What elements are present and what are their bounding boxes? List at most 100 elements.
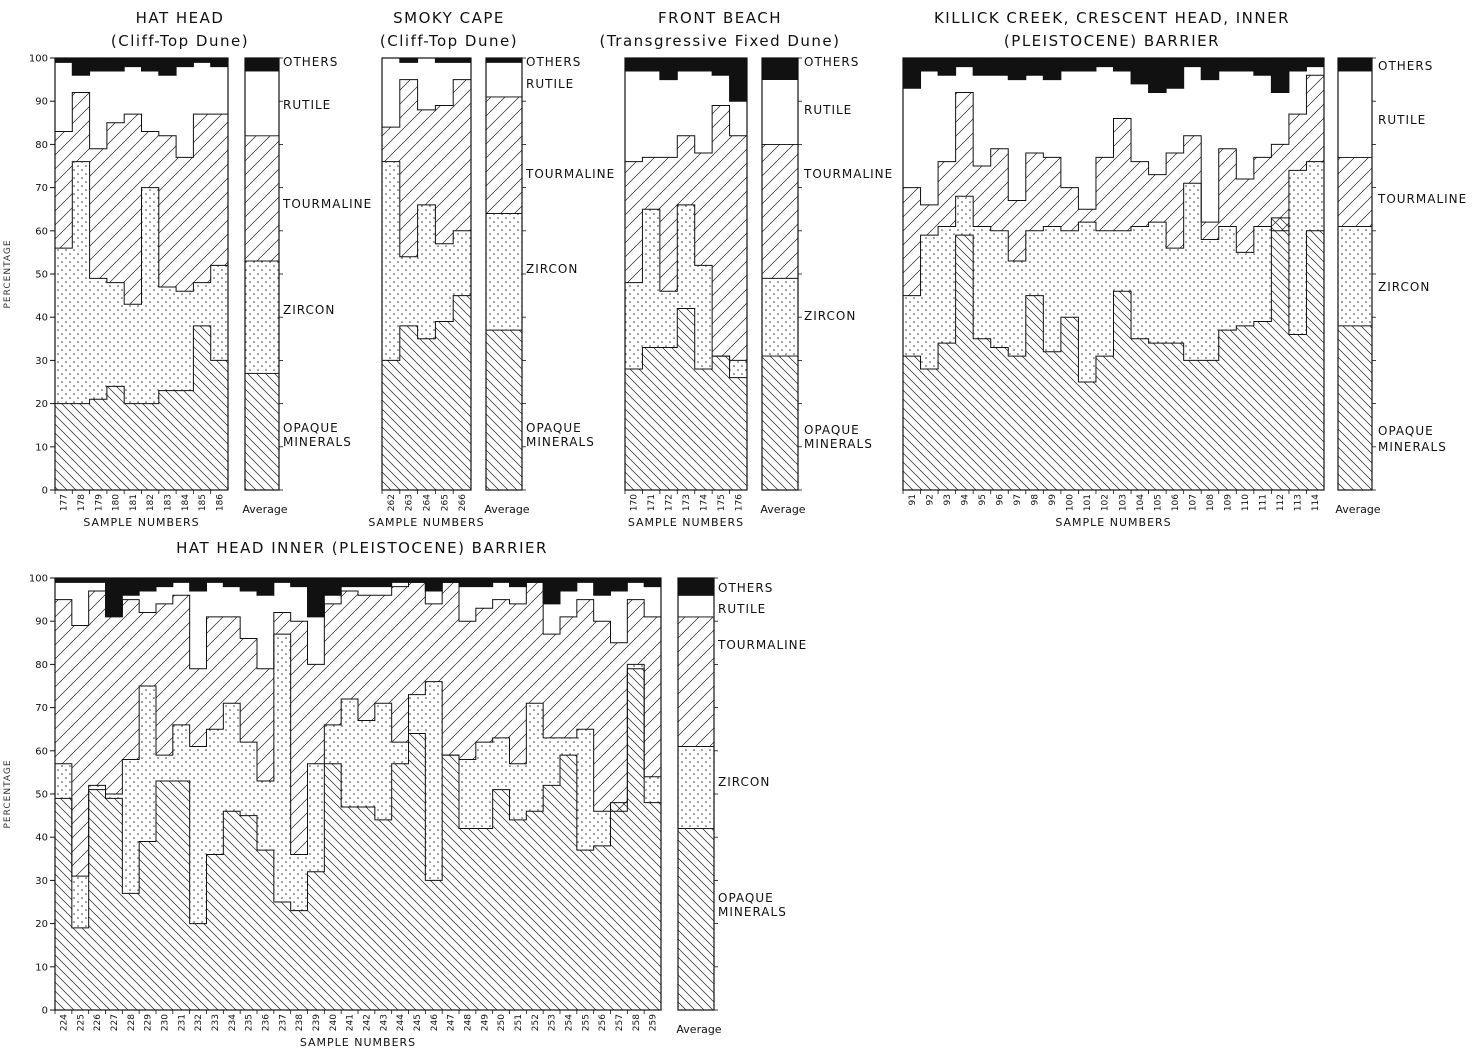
boundary-zircon xyxy=(55,633,661,877)
bar-rutile-106 xyxy=(1166,88,1185,154)
average-zircon xyxy=(485,213,523,331)
bar-opaque-228 xyxy=(122,893,140,1010)
bar-rutile-182 xyxy=(141,70,160,132)
bar-others-104 xyxy=(1131,58,1149,84)
bar-opaque-250 xyxy=(492,789,510,1010)
average-zircon xyxy=(1337,226,1373,327)
average-others xyxy=(761,57,799,81)
bar-zircon-235 xyxy=(240,742,258,816)
bar-tourmaline-258 xyxy=(627,599,645,665)
sample-label: 235 xyxy=(245,1014,255,1031)
boundary-zircon xyxy=(903,161,1324,297)
bar-zircon-178 xyxy=(72,161,90,404)
bar-opaque-183 xyxy=(158,390,177,490)
bar-rutile-113 xyxy=(1288,70,1307,115)
average-zircon xyxy=(761,277,799,357)
bar-tourmaline-98 xyxy=(1025,153,1044,231)
legend-opaque-line2: MINERALS xyxy=(804,437,873,451)
legend-tourmaline: TOURMALINE xyxy=(525,167,615,181)
bar-zircon-256 xyxy=(593,811,611,846)
bar-tourmaline-247 xyxy=(442,582,460,756)
bar-opaque-254 xyxy=(560,755,578,1010)
bar-opaque-110 xyxy=(1236,325,1255,490)
bar-opaque-257 xyxy=(610,802,628,1010)
average-others xyxy=(485,57,523,63)
bar-rutile-253 xyxy=(543,603,561,635)
sample-label: 95 xyxy=(978,494,988,505)
bar-zircon-170 xyxy=(625,282,643,370)
bar-zircon-177 xyxy=(55,248,73,404)
bar-tourmaline-245 xyxy=(408,582,426,695)
chart-title: KILLICK CREEK, CRESCENT HEAD, INNER xyxy=(934,9,1290,27)
sample-label: 236 xyxy=(261,1014,271,1031)
bar-opaque-229 xyxy=(139,841,157,1010)
bar-opaque-91 xyxy=(903,356,921,490)
average-zircon xyxy=(244,260,280,374)
bar-zircon-262 xyxy=(382,161,401,361)
sample-label: 112 xyxy=(1276,494,1286,511)
sample-label: 259 xyxy=(649,1014,659,1031)
bar-others-224 xyxy=(55,578,73,583)
bar-others-175 xyxy=(712,58,730,76)
bar-rutile-104 xyxy=(1131,83,1149,162)
bar-others-114 xyxy=(1306,58,1325,67)
sample-label: 171 xyxy=(647,494,657,511)
bar-opaque-100 xyxy=(1060,317,1079,490)
legend-opaque-line2: MINERALS xyxy=(283,435,352,449)
legend-tourmaline: TOURMALINE xyxy=(1377,192,1467,206)
bar-zircon-225 xyxy=(71,876,90,928)
bar-tourmaline-233 xyxy=(206,616,224,730)
bar-rutile-250 xyxy=(492,582,510,600)
bar-others-235 xyxy=(240,578,258,591)
bar-opaque-114 xyxy=(1306,230,1325,491)
bar-zircon-255 xyxy=(576,729,595,851)
sample-label: 250 xyxy=(497,1014,507,1031)
bar-zircon-95 xyxy=(973,226,992,339)
bar-zircon-246 xyxy=(425,681,443,881)
bar-rutile-180 xyxy=(106,70,125,123)
bar-opaque-113 xyxy=(1288,334,1307,490)
sample-label: 181 xyxy=(129,494,139,511)
bar-zircon-94 xyxy=(955,196,974,236)
sample-label: 246 xyxy=(430,1014,440,1031)
bar-opaque-170 xyxy=(625,369,643,490)
bar-tourmaline-255 xyxy=(576,599,595,730)
bar-others-245 xyxy=(408,578,426,583)
bar-zircon-264 xyxy=(417,204,436,339)
bar-opaque-249 xyxy=(475,828,494,1010)
sample-label: 103 xyxy=(1118,494,1128,511)
bar-opaque-241 xyxy=(341,806,359,1010)
bar-opaque-171 xyxy=(642,347,661,490)
sample-label: 170 xyxy=(630,494,640,511)
bar-rutile-262 xyxy=(382,58,401,128)
y-tick-label: 70 xyxy=(35,703,48,714)
bar-zircon-183 xyxy=(158,286,177,391)
bar-zircon-263 xyxy=(399,256,418,326)
chart-title: HAT HEAD xyxy=(136,9,225,27)
bar-rutile-235 xyxy=(240,590,258,639)
bar-others-105 xyxy=(1148,58,1167,93)
bar-tourmaline-181 xyxy=(124,114,142,305)
sample-label: 179 xyxy=(94,494,104,511)
bar-tourmaline-101 xyxy=(1078,209,1097,223)
bar-others-228 xyxy=(122,578,140,596)
boundary-opaque xyxy=(55,325,228,405)
sample-label: 113 xyxy=(1294,494,1304,511)
legend-others: OTHERS xyxy=(1378,59,1433,73)
bar-rutile-255 xyxy=(576,582,595,600)
legend-opaque-minerals: OPAQUE MINERALS xyxy=(718,891,787,919)
bar-opaque-185 xyxy=(193,325,212,490)
bar-zircon-244 xyxy=(391,742,409,764)
y-tick-label: 30 xyxy=(35,356,48,367)
bar-zircon-108 xyxy=(1201,239,1220,361)
bar-rutile-226 xyxy=(88,582,106,591)
bar-rutile-107 xyxy=(1183,66,1202,136)
boundary-tourmaline xyxy=(625,105,747,163)
bar-tourmaline-232 xyxy=(189,668,207,747)
bar-opaque-253 xyxy=(543,785,561,1010)
bar-others-225 xyxy=(71,578,90,583)
bar-others-182 xyxy=(141,58,160,71)
boundary-opaque xyxy=(903,217,1324,383)
bar-zircon-179 xyxy=(89,278,108,400)
